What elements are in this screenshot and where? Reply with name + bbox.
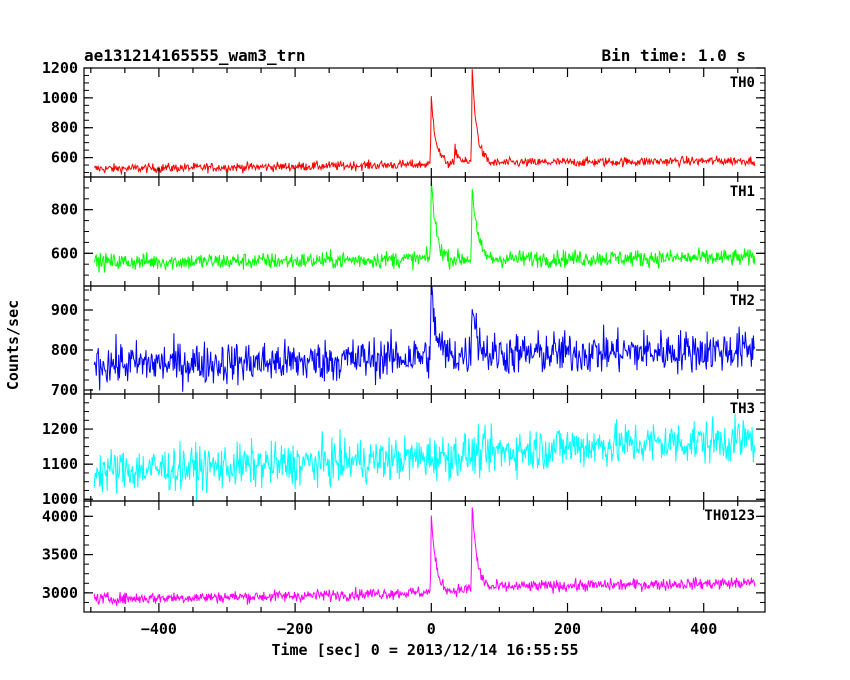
x-tick-label: 400 — [690, 620, 717, 638]
x-axis-label: Time [sec] 0 = 2013/12/14 16:55:55 — [271, 641, 578, 659]
series-line-th2 — [93, 286, 756, 392]
x-tick-label: −400 — [141, 620, 177, 638]
series-line-th0 — [93, 69, 756, 175]
panel-th0123: 3000 3500 4000 TH0123 — [42, 500, 766, 613]
y-tick-label: 3000 — [42, 584, 78, 602]
y-tick-label: 900 — [51, 301, 78, 319]
panel-frame — [83, 67, 766, 178]
series-line-th3 — [93, 413, 756, 501]
y-tick-label: 800 — [51, 119, 78, 137]
series-line-th1 — [93, 182, 756, 273]
y-tick-label: 1000 — [42, 89, 78, 107]
y-tick-label: 3500 — [42, 546, 78, 564]
panel-label-th3: TH3 — [730, 401, 755, 417]
panel-th0: 600 800 1000 1200 TH0 — [42, 59, 766, 178]
y-tick-label: 800 — [51, 201, 78, 219]
y-axis-label: Counts/sec — [4, 300, 22, 390]
panel-frame — [83, 500, 766, 613]
y-tick-label: 1000 — [42, 490, 78, 508]
panel-label-th1: TH1 — [730, 184, 755, 200]
panel-frame — [83, 176, 766, 287]
chart-title: ae131214165555_wam3_trn — [84, 46, 306, 65]
y-tick-label: 600 — [51, 149, 78, 167]
panel-label-th2: TH2 — [730, 293, 755, 309]
bin-time-label: Bin time: 1.0 s — [602, 46, 747, 65]
panel-th2: 700 800 900 TH2 — [51, 285, 766, 399]
series-line-th0123 — [93, 507, 756, 607]
x-axis: −400 −200 0 200 400 — [141, 620, 717, 638]
y-tick-label: 1200 — [42, 420, 78, 438]
y-tick-label: 800 — [51, 341, 78, 359]
y-tick-label: 700 — [51, 381, 78, 399]
y-tick-label: 4000 — [42, 507, 78, 525]
x-tick-label: 0 — [427, 620, 436, 638]
x-tick-label: −200 — [277, 620, 313, 638]
x-tick-label: 200 — [554, 620, 581, 638]
panel-label-th0123: TH0123 — [704, 508, 755, 524]
panels-group: 600 800 1000 1200 TH0 600 800 TH1 700 800 900 TH2 10… — [42, 59, 766, 613]
panel-label-th0: TH0 — [730, 75, 755, 91]
panel-frame — [83, 285, 766, 395]
panel-th3: 1000 1100 1200 TH3 — [42, 393, 766, 508]
y-tick-label: 1100 — [42, 455, 78, 473]
y-tick-label: 1200 — [42, 59, 78, 77]
panel-th1: 600 800 TH1 — [51, 176, 766, 287]
y-tick-label: 600 — [51, 244, 78, 262]
